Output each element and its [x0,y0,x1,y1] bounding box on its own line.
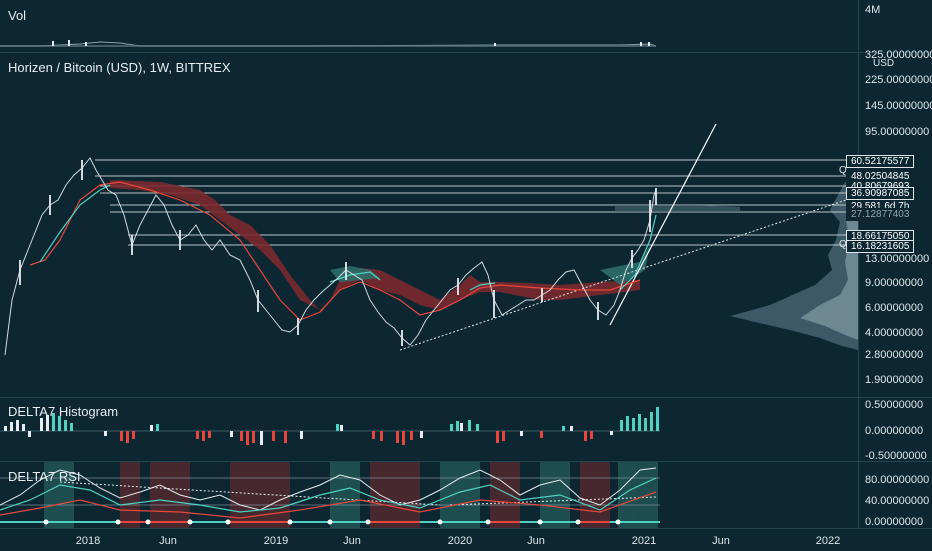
histogram-tick: -0.50000000 [865,450,927,462]
price-axis[interactable]: USD 325.00000000 225.00000000 145.000000… [858,49,932,397]
rsi-tick: 40.00000000 [865,495,930,507]
price-tick: 325.00000000 [865,49,932,61]
histogram-pane[interactable]: DELTA7 Histogram [0,398,858,461]
price-pane[interactable]: Horizen / Bitcoin (USD), 1W, BITTREX Q Q [0,53,858,397]
price-tag[interactable]: 36.90987085 [846,187,915,200]
time-label: Jun [527,535,545,547]
price-tick: 6.00000000 [865,302,924,314]
time-label: 2022 [815,535,841,547]
support-trendline [399,199,847,351]
price-candles [4,157,657,356]
price-tick: 95.00000000 [865,126,930,138]
delta7-histogram [0,407,660,445]
rsi-tick: 0.00000000 [865,516,924,528]
breakout-trendline [609,123,717,326]
volume-title: Vol [8,8,27,23]
price-axis-currency: USD [873,58,895,69]
price-tick: 145.00000000 [865,100,932,112]
time-label: Jun [343,535,361,547]
rsi-axis[interactable]: 80.00000000 40.00000000 0.00000000 [858,462,932,528]
q-marker-lower: Q [839,239,847,250]
time-label: 2021 [631,535,657,547]
ichimoku-cloud [110,180,640,312]
q-marker-upper: Q [839,165,847,176]
histogram-tick: 0.50000000 [865,399,924,411]
price-tick: 13.00000000 [865,253,930,265]
price-chart [4,123,858,356]
delta7-rsi [0,462,660,528]
price-tag[interactable]: 60.52175577 [846,155,915,168]
volume-axis-tick: 4M [865,4,881,16]
time-label: 2019 [263,535,289,547]
histogram-title: DELTA7 Histogram [8,404,119,419]
price-tick: 9.00000000 [865,277,924,289]
time-label: Jun [159,535,177,547]
histogram-tick: 0.00000000 [865,425,924,437]
price-tick: 1.90000000 [865,374,924,386]
volume-pane[interactable]: Vol [0,0,858,52]
time-axis[interactable]: 2018 Jun 2019 Jun 2020 Jun 2021 Jun 2022 [0,528,932,551]
rsi-tick: 80.00000000 [865,474,930,486]
volume-bars [0,40,657,47]
price-tick: 2.80000000 [865,349,924,361]
histogram-axis[interactable]: 0.50000000 0.00000000 -0.50000000 [858,398,932,462]
symbol-title[interactable]: Horizen / Bitcoin (USD), 1W, BITTREX [8,60,231,75]
pane-divider[interactable] [0,397,932,398]
rsi-title: DELTA7 RSI [8,469,81,484]
time-label: 2020 [447,535,473,547]
volume-axis[interactable]: 4M [858,0,932,52]
price-tick: 4.00000000 [865,327,924,339]
time-label: Jun [712,535,730,547]
price-tick: 225.00000000 [865,74,932,86]
time-label: 2018 [75,535,101,547]
price-tag[interactable]: 48.02504845 [846,170,915,183]
pane-divider[interactable] [0,461,932,462]
rsi-pane[interactable]: DELTA7 RSI [0,462,858,528]
price-tag[interactable]: 27.12877403 [846,208,915,221]
price-tag[interactable]: 16.18231605 [846,240,915,253]
pane-divider[interactable] [0,52,932,53]
